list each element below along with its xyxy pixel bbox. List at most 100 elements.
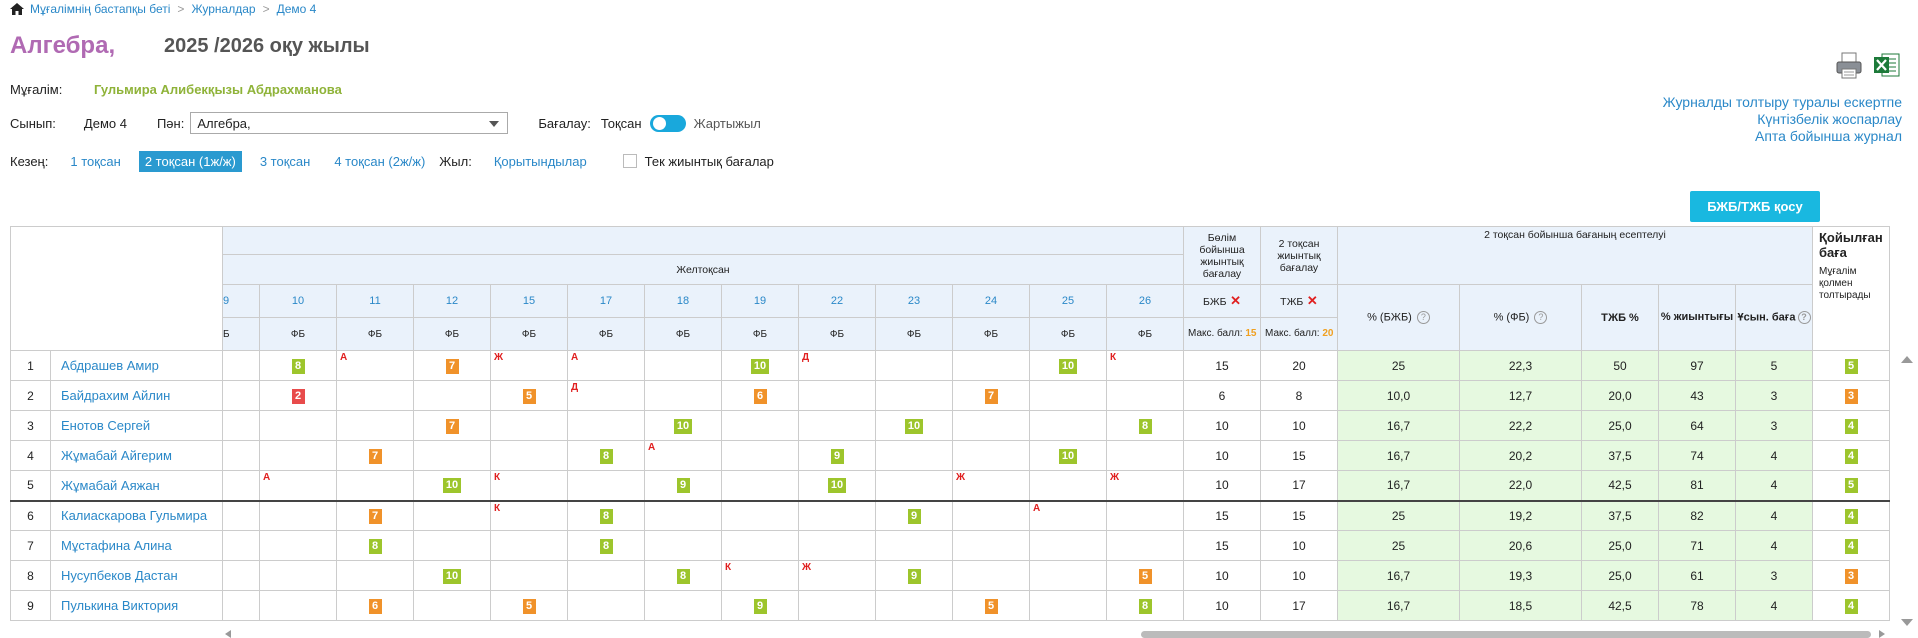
grade-cell[interactable]: А <box>259 470 337 501</box>
grade-badge[interactable]: 9 <box>907 508 921 524</box>
date-header[interactable]: 18 <box>644 284 722 318</box>
grade-badge[interactable]: 9 <box>676 478 690 494</box>
grade-cell[interactable] <box>1029 470 1107 501</box>
grade-badge[interactable]: 8 <box>1138 598 1152 614</box>
breadcrumb-journals[interactable]: Журналдар <box>191 2 256 16</box>
grade-cell[interactable]: 8 <box>1106 410 1184 441</box>
grade-cell[interactable]: А <box>644 440 722 471</box>
grade-badge[interactable]: 8 <box>599 508 613 524</box>
grade-cell[interactable]: 5 <box>952 590 1030 621</box>
grade-badge[interactable]: 5 <box>984 598 998 614</box>
grade-badge[interactable]: 5 <box>522 388 536 404</box>
bjb-score[interactable]: 10 <box>1183 590 1261 621</box>
date-header[interactable]: 17 <box>567 284 645 318</box>
grade-badge[interactable]: 7 <box>445 358 459 374</box>
grade-badge[interactable]: 10 <box>904 418 924 434</box>
grade-cell[interactable] <box>1106 440 1184 471</box>
bjb-score[interactable]: 6 <box>1183 380 1261 411</box>
final-grade-badge[interactable]: 5 <box>1844 358 1858 374</box>
grade-cell[interactable]: 9 <box>875 560 953 591</box>
grade-badge[interactable]: 7 <box>984 388 998 404</box>
bjb-score[interactable]: 10 <box>1183 440 1261 471</box>
only-summative-checkbox[interactable] <box>622 154 637 168</box>
student-name-link[interactable]: Абдрашев Амир <box>50 350 223 381</box>
bjb-score[interactable]: 10 <box>1183 410 1261 441</box>
grade-cell[interactable] <box>222 380 260 411</box>
grade-badge[interactable]: 10 <box>442 568 462 584</box>
final-grade-cell[interactable]: 4 <box>1812 440 1890 471</box>
grade-cell[interactable]: А <box>567 350 645 381</box>
excel-icon[interactable] <box>1872 50 1902 80</box>
final-grade-cell[interactable]: 4 <box>1812 499 1890 531</box>
grade-cell[interactable] <box>259 590 337 621</box>
final-grade-badge[interactable]: 4 <box>1844 508 1858 524</box>
grade-cell[interactable] <box>875 380 953 411</box>
grade-cell[interactable] <box>222 410 260 441</box>
grade-cell[interactable]: Ж <box>1106 470 1184 501</box>
grade-cell[interactable] <box>952 499 1030 531</box>
print-icon[interactable] <box>1834 50 1864 80</box>
calendar-plan-link[interactable]: Күнтізбелік жоспарлау <box>1757 111 1902 127</box>
student-name-link[interactable]: Калиаскарова Гульмира <box>50 499 223 531</box>
vertical-scrollbar[interactable] <box>1900 356 1914 626</box>
grade-cell[interactable]: 10 <box>413 470 491 501</box>
grade-badge[interactable]: 10 <box>442 478 462 494</box>
final-grade-cell[interactable]: 4 <box>1812 410 1890 441</box>
journal-notes-link[interactable]: Журналды толтыру туралы ескертпе <box>1662 94 1902 110</box>
grade-badge[interactable]: 10 <box>1058 448 1078 464</box>
grade-cell[interactable]: 8 <box>567 499 645 531</box>
grade-cell[interactable] <box>413 440 491 471</box>
final-grade-cell[interactable]: 3 <box>1812 380 1890 411</box>
grade-cell[interactable] <box>222 470 260 501</box>
grade-cell[interactable]: К <box>490 470 568 501</box>
final-grade-cell[interactable]: 4 <box>1812 590 1890 621</box>
final-grade-badge[interactable]: 4 <box>1844 598 1858 614</box>
weekly-journal-link[interactable]: Апта бойынша журнал <box>1754 128 1902 144</box>
final-grade-cell[interactable]: 5 <box>1812 470 1890 501</box>
grade-badge[interactable]: 10 <box>750 358 770 374</box>
grade-cell[interactable] <box>1029 590 1107 621</box>
period-1[interactable]: 1 тоқсан <box>70 153 121 169</box>
grade-cell[interactable]: 6 <box>721 380 799 411</box>
grade-cell[interactable] <box>875 350 953 381</box>
grade-cell[interactable]: 10 <box>721 350 799 381</box>
bjb-score[interactable]: 15 <box>1183 530 1261 561</box>
tjb-score[interactable]: 10 <box>1260 530 1338 561</box>
grade-cell[interactable] <box>952 440 1030 471</box>
delete-icon[interactable]: ✕ <box>1303 293 1318 308</box>
grade-cell[interactable] <box>336 560 414 591</box>
grading-toggle[interactable] <box>649 114 686 132</box>
grade-badge[interactable]: 9 <box>753 598 767 614</box>
grade-cell[interactable] <box>952 350 1030 381</box>
grade-cell[interactable] <box>952 410 1030 441</box>
grade-cell[interactable] <box>259 410 337 441</box>
grade-cell[interactable]: 9 <box>721 590 799 621</box>
grade-cell[interactable] <box>1029 410 1107 441</box>
date-header[interactable]: 11 <box>336 284 414 318</box>
tjb-score[interactable]: 15 <box>1260 440 1338 471</box>
grade-cell[interactable] <box>721 410 799 441</box>
grade-cell[interactable] <box>490 530 568 561</box>
date-header[interactable]: 9 <box>222 284 260 318</box>
grade-badge[interactable]: 7 <box>368 508 382 524</box>
date-header[interactable]: 12 <box>413 284 491 318</box>
grade-cell[interactable]: 7 <box>336 440 414 471</box>
grade-cell[interactable] <box>336 380 414 411</box>
final-grade-badge[interactable]: 4 <box>1844 418 1858 434</box>
grade-cell[interactable] <box>798 380 876 411</box>
grade-cell[interactable] <box>413 380 491 411</box>
grade-badge[interactable]: 10 <box>673 418 693 434</box>
grade-badge[interactable]: 8 <box>599 448 613 464</box>
grade-cell[interactable]: 6 <box>336 590 414 621</box>
tjb-score[interactable]: 10 <box>1260 410 1338 441</box>
grade-badge[interactable]: 6 <box>368 598 382 614</box>
bjb-score[interactable]: 15 <box>1183 350 1261 381</box>
grade-cell[interactable] <box>490 560 568 591</box>
date-header[interactable]: 22 <box>798 284 876 318</box>
grade-cell[interactable]: 10 <box>644 410 722 441</box>
grade-cell[interactable]: Ж <box>952 470 1030 501</box>
grade-cell[interactable] <box>259 499 337 531</box>
tjb-score[interactable]: 8 <box>1260 380 1338 411</box>
grade-cell[interactable]: А <box>1029 499 1107 531</box>
grade-cell[interactable] <box>490 410 568 441</box>
